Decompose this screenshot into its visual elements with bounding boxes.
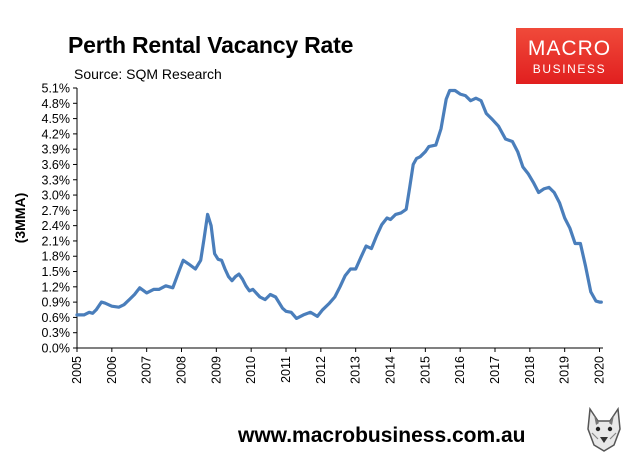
x-tick-label: 2018	[523, 356, 537, 384]
x-tick-label: 2008	[175, 356, 189, 384]
y-tick-label: 3.9%	[42, 143, 71, 157]
y-tick-label: 2.1%	[42, 234, 71, 248]
y-tick-label: 0.9%	[42, 296, 71, 310]
y-tick-label: 5.1%	[42, 82, 71, 96]
x-tick-label: 2009	[209, 356, 223, 384]
macrobusiness-logo: MACRO BUSINESS	[516, 28, 623, 84]
x-tick-label: 2016	[453, 356, 467, 384]
y-tick-label: 0.6%	[42, 311, 71, 325]
series-line-vacancy-rate	[75, 88, 603, 320]
y-tick-label: 4.8%	[42, 97, 71, 111]
y-tick-label: 3.6%	[42, 158, 71, 172]
x-tick-label: 2020	[593, 356, 607, 384]
x-tick-label: 2010	[244, 356, 258, 384]
y-axis-title: (3MMA)	[12, 193, 28, 244]
x-tick-label: 2006	[105, 356, 119, 384]
y-tick-label: 4.5%	[42, 112, 71, 126]
y-tick-label: 0.0%	[42, 342, 71, 356]
logo-line-business: BUSINESS	[532, 62, 607, 76]
x-tick-label: 2007	[140, 356, 154, 384]
footer-url: www.macrobusiness.com.au	[238, 424, 526, 447]
chart-source: Source: SQM Research	[74, 66, 222, 82]
y-tick-label: 3.3%	[42, 173, 71, 187]
y-tick-label: 1.8%	[42, 250, 71, 264]
y-tick-label: 4.2%	[42, 127, 71, 141]
logo-line-macro: MACRO	[527, 37, 612, 60]
x-tick-label: 2015	[418, 356, 432, 384]
x-tick-label: 2012	[314, 356, 328, 384]
x-tick-label: 2013	[349, 356, 363, 384]
x-tick-label: 2005	[70, 356, 84, 384]
x-tick-label: 2014	[384, 356, 398, 384]
wolf-mascot-icon	[587, 406, 621, 452]
chart-title: Perth Rental Vacancy Rate	[68, 32, 354, 58]
y-tick-label: 0.3%	[42, 326, 71, 340]
y-tick-label: 1.5%	[42, 265, 71, 279]
y-tick-label: 1.2%	[42, 280, 71, 294]
y-tick-label: 2.7%	[42, 204, 71, 218]
x-tick-label: 2019	[558, 356, 572, 384]
y-tick-label: 2.4%	[42, 219, 71, 233]
x-tick-label: 2011	[279, 356, 293, 383]
y-tick-label: 3.0%	[42, 189, 71, 203]
x-tick-label: 2017	[488, 356, 502, 384]
